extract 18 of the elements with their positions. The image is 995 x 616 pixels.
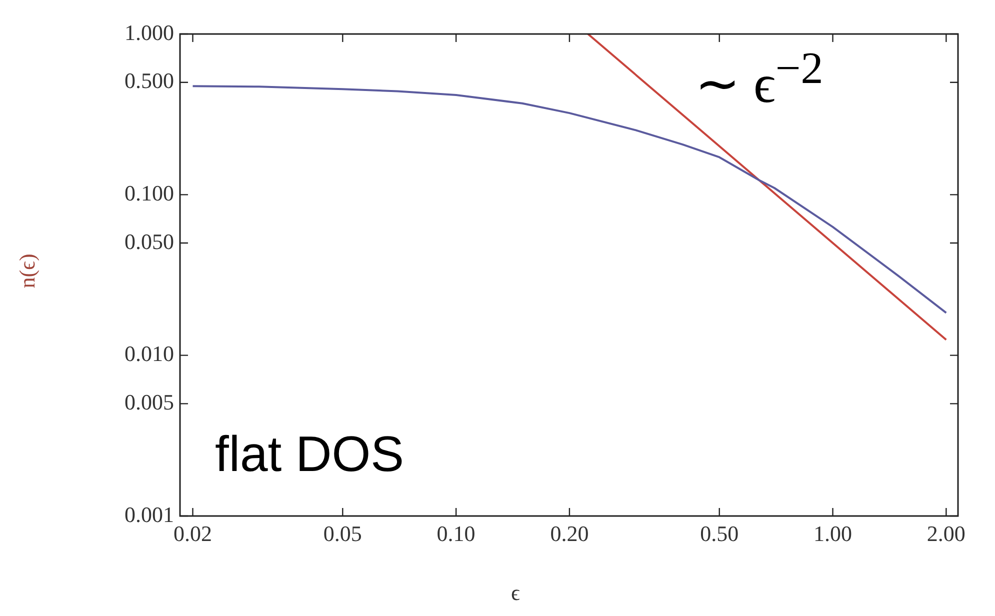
x-tick-label: 0.05 [323,520,362,546]
y-tick-label: 0.500 [124,68,174,94]
x-tick-label: 0.10 [436,520,476,546]
y-tick-label: 1.000 [124,20,174,45]
x-axis-title: ϵ [511,580,520,606]
annotation: ∼ ϵ$^{−2}$ [695,42,824,115]
y-tick-label: 0.010 [124,341,174,366]
y-tick-label: 0.100 [124,180,174,206]
x-tick-label: 0.50 [700,520,739,546]
x-tick-label: 2.00 [926,520,966,546]
x-tick-label: 0.20 [550,520,589,546]
y-tick-label: 0.005 [124,389,174,414]
x-tick-label: 1.00 [814,520,852,546]
y-tick-label: 0.050 [124,228,174,254]
y-tick-label: 0.001 [124,502,174,527]
annotation: flat DOS [215,425,404,483]
x-tick-label: 0.02 [174,520,212,546]
y-axis-title: n(ϵ) [14,254,40,288]
